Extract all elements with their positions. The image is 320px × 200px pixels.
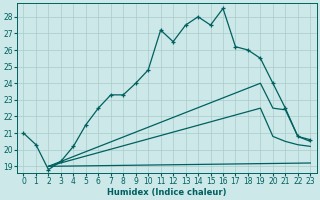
X-axis label: Humidex (Indice chaleur): Humidex (Indice chaleur) bbox=[107, 188, 227, 197]
